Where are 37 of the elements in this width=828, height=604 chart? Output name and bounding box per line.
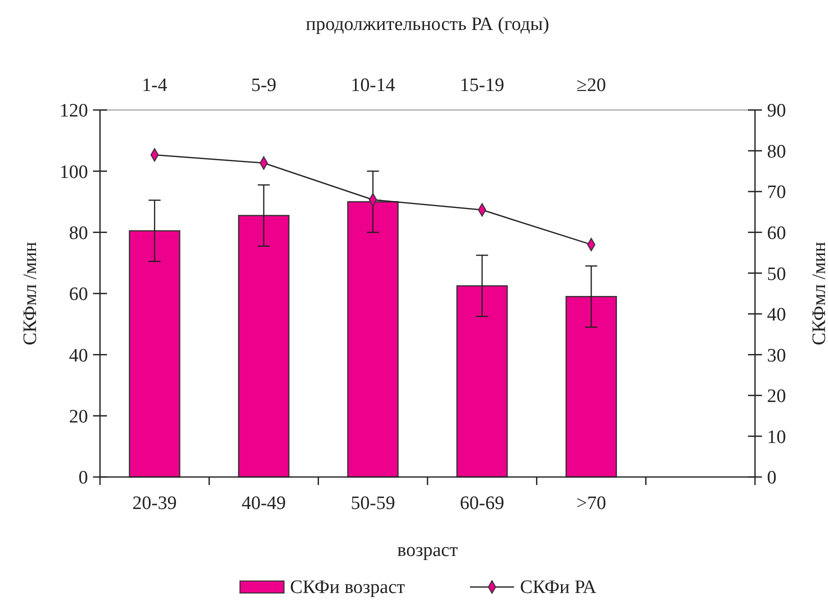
bar	[456, 285, 508, 478]
y-tick-label: 40	[69, 345, 88, 366]
bar	[238, 214, 290, 478]
text: 15-19	[460, 75, 504, 96]
text: 10-14	[350, 75, 396, 96]
bar	[566, 296, 617, 478]
bar	[128, 230, 180, 478]
y-tick-label: 20	[69, 406, 88, 428]
y-tick-label: 60	[69, 284, 88, 306]
x-tick-label: >70	[576, 493, 606, 514]
y2-tick-label: 50	[767, 264, 786, 285]
x-tick-label: 20-39	[132, 493, 177, 514]
text: 5-9	[251, 75, 276, 96]
x-tick-label: 40-49	[242, 493, 286, 514]
y2-tick-label: 70	[767, 182, 786, 204]
y2-tick-label: 30	[767, 345, 786, 366]
y-tick-label: 80	[69, 222, 88, 244]
y2-tick-label: 20	[767, 386, 786, 408]
x-tick-label: 60-69	[460, 493, 504, 514]
y2-tick-label: 80	[767, 141, 786, 162]
y-axis-title: СКФмл /мин	[20, 242, 41, 346]
x2-axis-title: продолжительность РА (годы)	[306, 14, 550, 35]
y2-tick-label: 40	[767, 304, 786, 326]
y-tick-label: 0	[78, 468, 88, 489]
y2-tick-label: 0	[767, 468, 776, 489]
x-tick-label: 50-59	[350, 493, 396, 514]
legend-label: СКФи возраст	[290, 577, 406, 598]
legend-label: СКФи РА	[520, 577, 597, 598]
y-tick-label: 100	[60, 162, 88, 183]
y2-tick-label: 10	[767, 426, 786, 448]
y2-tick-label: 90	[767, 100, 786, 122]
y2-axis-title: СКФмл /мин	[809, 242, 828, 346]
y2-tick-label: 60	[767, 222, 786, 244]
text: ≥20	[576, 75, 606, 96]
x-axis-title: возраст	[397, 540, 458, 561]
y-tick-label: 120	[60, 100, 88, 122]
text: 1-4	[142, 75, 168, 96]
